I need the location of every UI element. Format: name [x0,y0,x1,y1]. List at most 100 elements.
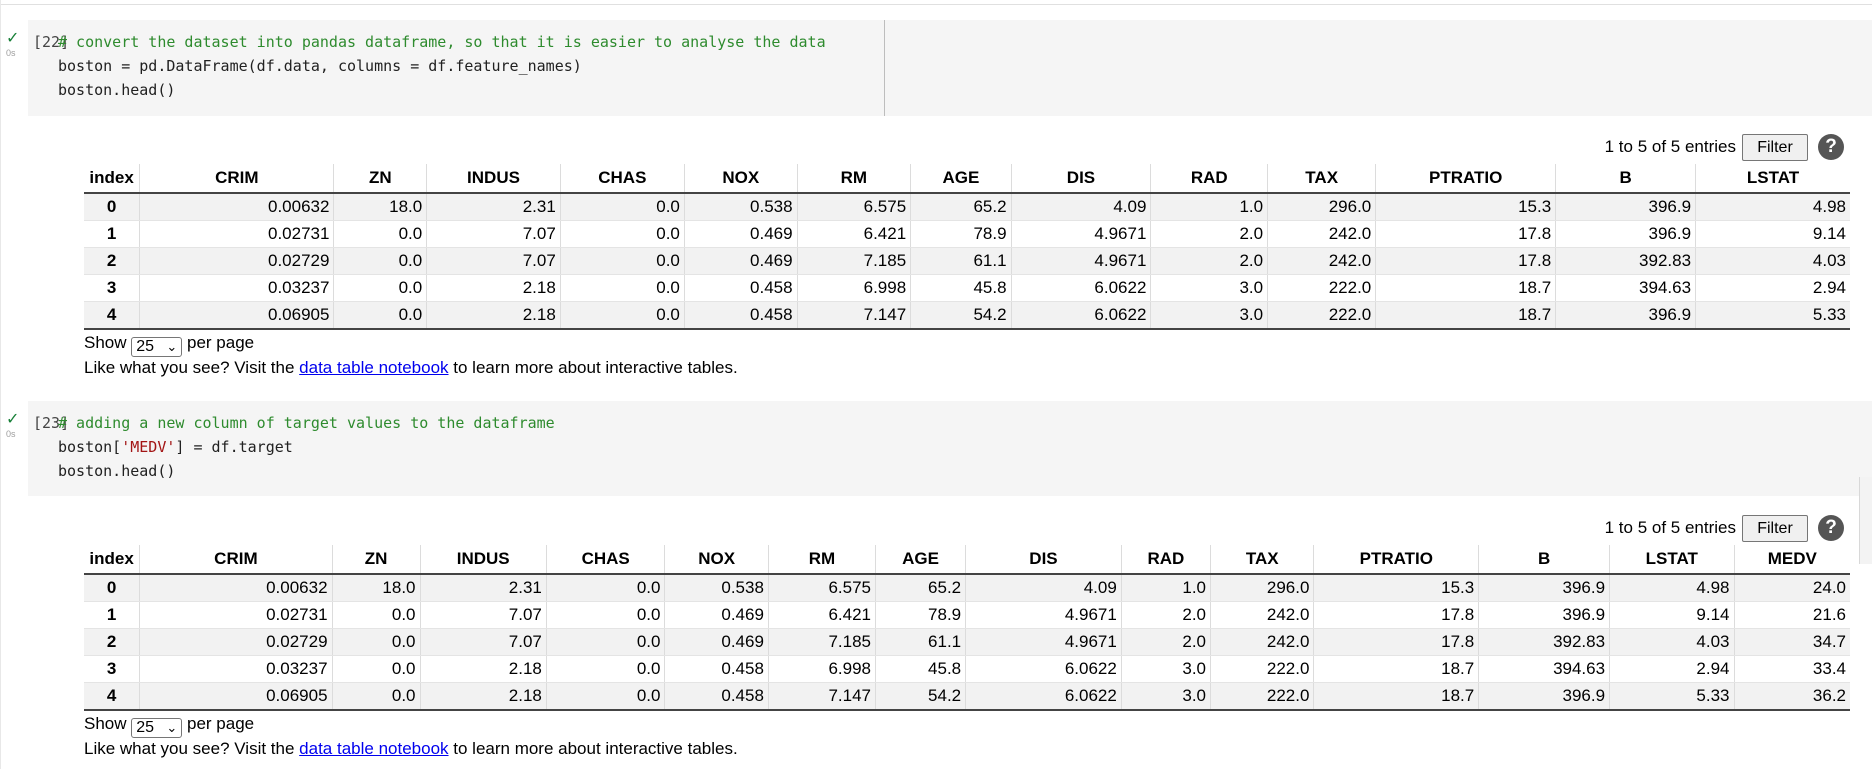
table-cell: 0.03237 [139,655,333,683]
table-cell: 0.02729 [139,628,333,656]
table-cell: 296.0 [1209,574,1314,602]
help-icon[interactable]: ? [1818,515,1844,541]
help-icon[interactable]: ? [1818,134,1844,160]
table-cell: 6.575 [767,574,876,602]
interactive-tables-promo: Like what you see? Visit the data table … [84,357,1850,379]
table-cell: 61.1 [875,628,966,656]
table-cell: 1.0 [1150,193,1268,221]
table-cell: 2.0 [1150,220,1268,248]
table-cell: 222.0 [1267,274,1376,302]
column-header[interactable]: index [84,545,140,575]
table-row: 1 0.02731 0.0 7.07 0.0 0.469 6.421 78.9 4.9671 2.… [84,220,1850,248]
table-cell: 0.538 [664,574,769,602]
table-row: 4 0.06905 0.0 2.18 0.0 0.458 7.147 54.2 6.0622 3.… [84,682,1850,711]
page-size-select[interactable]: 25 ⌄ [131,337,183,357]
table-cell: 2.0 [1150,247,1268,275]
table-cell: 0.0 [333,301,427,330]
table-cell: 0.458 [664,655,769,683]
run-status[interactable]: ✓ 0s [6,412,24,440]
column-header[interactable]: CHAS [559,164,685,194]
table-row: 3 0.03237 0.0 2.18 0.0 0.458 6.998 45.8 6.0622 3.… [84,274,1850,302]
column-header[interactable]: PTRATIO [1375,164,1556,194]
chevron-down-icon: ⌄ [166,339,178,354]
column-header[interactable]: CRIM [139,545,333,575]
row-index-cell: 2 [84,247,140,275]
column-header[interactable]: LSTAT [1695,164,1850,194]
table-cell: 0.03237 [139,274,334,302]
table-cell: 18.7 [1313,682,1479,711]
table-cell: 0.458 [683,274,798,302]
column-header[interactable]: B [1478,545,1610,575]
column-header[interactable]: DIS [1010,164,1151,194]
table-cell: 0.0 [559,193,685,221]
table-row: 4 0.06905 0.0 2.18 0.0 0.458 7.147 54.2 6.0622 3.… [84,301,1850,330]
filter-button[interactable]: Filter [1742,134,1808,161]
column-header[interactable]: CHAS [545,545,665,575]
table-cell: 6.421 [796,220,911,248]
column-header[interactable]: ZN [331,545,421,575]
data-table: index CRIM ZN INDUS CHAS NOX RM AGE DIS RAD TAX PTR… [84,545,1850,711]
column-header[interactable]: RM [796,164,911,194]
column-header[interactable]: RAD [1150,164,1268,194]
run-status[interactable]: ✓ 0s [6,31,24,59]
code-line[interactable]: boston.head() [58,81,176,99]
code-line[interactable]: # adding a new column of target values t… [58,411,555,435]
table-cell: 6.575 [796,193,911,221]
table-row: 0 0.00632 18.0 2.31 0.0 0.538 6.575 65.2 4.09 1.0… [84,574,1850,602]
column-header[interactable]: MEDV [1733,545,1850,575]
column-header[interactable]: PTRATIO [1313,545,1479,575]
table-cell: 18.0 [333,193,427,221]
execution-count: [23] [33,414,70,432]
column-header[interactable]: RAD [1120,545,1211,575]
table-cell: 396.9 [1478,574,1610,602]
table-cell: 9.14 [1695,220,1850,248]
table-cell: 78.9 [875,601,966,629]
table-row: 1 0.02731 0.0 7.07 0.0 0.469 6.421 78.9 4.9671 2.… [84,601,1850,629]
column-header[interactable]: INDUS [426,164,561,194]
column-header[interactable]: RM [767,545,876,575]
execution-count: [22] [33,33,70,51]
column-header[interactable]: TAX [1267,164,1376,194]
table-cell: 17.8 [1375,220,1556,248]
table-cell: 0.0 [545,628,665,656]
data-table-notebook-link[interactable]: data table notebook [299,358,449,377]
scrollbar-thumb[interactable] [1859,477,1872,564]
table-cell: 0.458 [664,682,769,711]
table-cell: 242.0 [1267,220,1376,248]
table-cell: 0.0 [545,682,665,711]
table-cell: 396.9 [1478,601,1610,629]
table-cell: 3.0 [1120,682,1211,711]
page-size-select[interactable]: 25 ⌄ [131,718,183,738]
column-header[interactable]: AGE [875,545,966,575]
table-cell: 15.3 [1375,193,1556,221]
table-cell: 45.8 [875,655,966,683]
entries-count: 1 to 5 of 5 entries [1604,137,1736,156]
table-toolbar: 1 to 5 of 5 entries Filter ? [84,124,1850,164]
column-header[interactable]: B [1555,164,1696,194]
table-toolbar: 1 to 5 of 5 entries Filter ? [84,505,1850,545]
code-editor[interactable] [28,401,1872,496]
code-line[interactable]: boston['MEDV'] = df.target [58,435,293,459]
table-cell: 2.31 [419,574,547,602]
table-cell: 2.0 [1120,601,1211,629]
column-header[interactable]: index [84,164,140,194]
code-line[interactable]: boston = pd.DataFrame(df.data, columns =… [58,57,582,75]
column-header[interactable]: TAX [1209,545,1314,575]
data-table-notebook-link[interactable]: data table notebook [299,739,449,758]
column-header[interactable]: NOX [683,164,798,194]
column-header[interactable]: NOX [664,545,769,575]
code-line[interactable]: boston.head() [58,462,176,480]
column-header[interactable]: CRIM [139,164,334,194]
column-header[interactable]: ZN [333,164,427,194]
code-editor[interactable] [28,20,1872,116]
code-line[interactable]: # convert the dataset into pandas datafr… [58,30,826,54]
column-header[interactable]: DIS [965,545,1122,575]
column-header[interactable]: INDUS [419,545,547,575]
column-header[interactable]: AGE [910,164,1012,194]
table-cell: 0.0 [559,220,685,248]
table-cell: 6.0622 [965,655,1122,683]
column-header[interactable]: LSTAT [1609,545,1735,575]
table-cell: 242.0 [1209,601,1314,629]
filter-button[interactable]: Filter [1742,515,1808,542]
table-cell: 5.33 [1609,682,1735,711]
